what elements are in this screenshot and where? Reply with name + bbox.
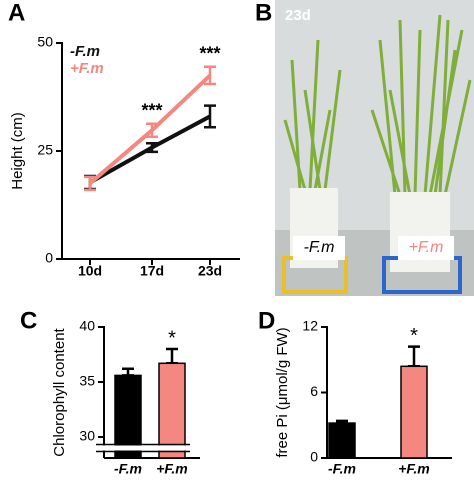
label-box [293,236,345,260]
y-tick-label: 50 [37,34,53,50]
panel-letter: D [258,307,275,334]
significance: * [168,327,176,349]
significance: *** [141,101,162,121]
series-line [89,114,211,185]
x-tick-label: 17d [140,263,164,279]
x-tick-label: +F.m [398,461,430,477]
photo-label: -F.m [304,239,335,256]
y-tick-label: 0 [45,250,53,266]
panel-letter: C [20,307,37,334]
y-axis-title: Height (cm) [9,112,26,190]
y-axis-title: Chlorophyll content [51,327,68,456]
label-box [398,236,454,260]
panel-letter: A [8,0,25,26]
y-tick-label: 12 [302,318,318,334]
bar [328,422,356,459]
y-tick-label: 30 [79,428,95,444]
photo-panel [275,0,474,296]
x-tick-label: -F.m [114,461,142,477]
panel-letter: B [255,0,272,26]
y-tick-label: 25 [37,142,53,158]
error-bar [146,122,158,138]
error-bar [166,347,178,365]
bar [400,365,428,459]
significance: * [410,325,418,347]
legend-label: -F.m [70,43,100,60]
error-bar [84,175,96,192]
error-bar [146,141,158,154]
plants [283,14,472,196]
y-tick-label: 6 [310,383,318,399]
error-bar [122,367,134,377]
axis-break [96,445,192,451]
x-tick-label: 23d [198,263,222,279]
y-axis-title: free Pi (μmol/g FW) [274,327,291,457]
error-bar [204,104,216,129]
significance: *** [199,44,220,64]
error-bar [204,65,216,86]
y-tick-label: 40 [79,318,95,334]
axis-break-lines [96,443,190,453]
y-tick-label: 35 [79,373,95,389]
x-tick-label: -F.m [328,461,356,477]
x-tick-label: 10d [78,263,102,279]
error-bar [408,345,420,368]
photo-title: 23d [285,7,311,24]
photo-label: +F.m [409,239,444,256]
x-tick-label: +F.m [156,461,188,477]
series-line [88,73,212,185]
y-tick-label: 0 [310,449,318,465]
bar [158,362,186,459]
legend-label: +F.m [70,60,104,77]
